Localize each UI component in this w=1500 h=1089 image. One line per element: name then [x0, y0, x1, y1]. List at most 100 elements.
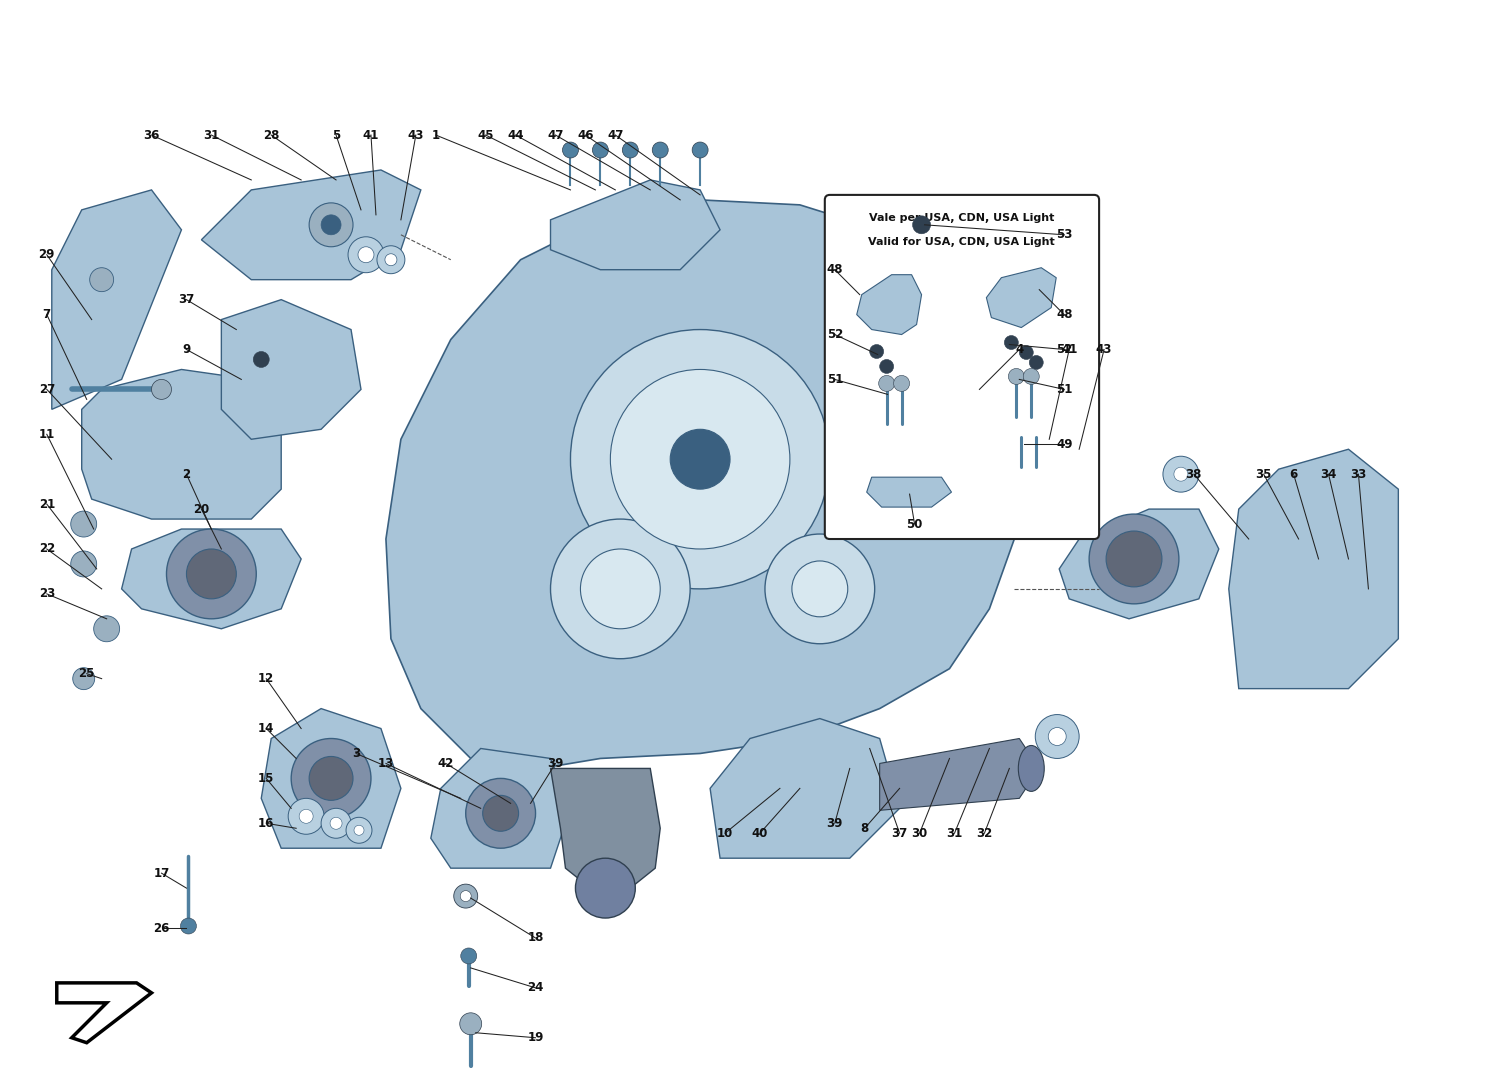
Text: 47: 47 — [548, 129, 564, 142]
Text: 23: 23 — [39, 587, 56, 600]
Text: 50: 50 — [906, 517, 922, 530]
Text: 24: 24 — [528, 981, 543, 994]
Text: 15: 15 — [258, 772, 274, 785]
Text: 17: 17 — [153, 867, 170, 880]
Text: 53: 53 — [1056, 229, 1072, 242]
Text: 36: 36 — [144, 129, 159, 142]
Text: 32: 32 — [976, 827, 993, 840]
Circle shape — [309, 203, 352, 247]
Text: 38: 38 — [1185, 467, 1202, 480]
Circle shape — [90, 268, 114, 292]
Text: 29: 29 — [39, 248, 56, 261]
Circle shape — [152, 379, 171, 400]
Text: 12: 12 — [258, 672, 274, 685]
Circle shape — [792, 561, 847, 616]
Polygon shape — [1059, 509, 1220, 619]
Circle shape — [1020, 345, 1034, 359]
Circle shape — [1174, 467, 1188, 481]
Text: 47: 47 — [608, 129, 624, 142]
Text: 11: 11 — [39, 428, 56, 441]
Circle shape — [298, 809, 314, 823]
Text: 31: 31 — [946, 827, 963, 840]
Circle shape — [321, 808, 351, 839]
Text: 6: 6 — [1290, 467, 1298, 480]
Circle shape — [180, 918, 196, 934]
Polygon shape — [550, 180, 720, 270]
Text: 10: 10 — [717, 827, 734, 840]
Circle shape — [386, 254, 398, 266]
Text: 43: 43 — [1096, 343, 1113, 356]
FancyBboxPatch shape — [825, 195, 1100, 539]
Circle shape — [580, 549, 660, 628]
Text: 51: 51 — [1056, 383, 1072, 396]
Text: 30: 30 — [912, 827, 927, 840]
Circle shape — [610, 369, 791, 549]
Text: 1: 1 — [432, 129, 439, 142]
Text: 48: 48 — [827, 264, 843, 277]
Polygon shape — [1228, 450, 1398, 688]
Polygon shape — [222, 299, 362, 439]
Text: 48: 48 — [1056, 308, 1072, 321]
Text: 28: 28 — [262, 129, 279, 142]
Circle shape — [309, 757, 352, 800]
Text: 18: 18 — [528, 931, 543, 944]
Circle shape — [1023, 368, 1040, 384]
Text: 52: 52 — [1056, 343, 1072, 356]
Text: 5: 5 — [332, 129, 340, 142]
Polygon shape — [201, 170, 422, 280]
Text: 37: 37 — [178, 293, 195, 306]
Circle shape — [879, 376, 894, 391]
Circle shape — [354, 825, 364, 835]
Circle shape — [330, 818, 342, 829]
Text: 52: 52 — [827, 328, 843, 341]
Text: 2: 2 — [183, 467, 190, 480]
Circle shape — [70, 511, 96, 537]
Circle shape — [291, 738, 370, 818]
Text: Vale per USA, CDN, USA Light: Vale per USA, CDN, USA Light — [868, 212, 1054, 223]
Text: 37: 37 — [891, 827, 908, 840]
Circle shape — [622, 142, 639, 158]
Circle shape — [376, 246, 405, 273]
Text: 14: 14 — [258, 722, 274, 735]
Circle shape — [348, 236, 384, 272]
Text: 51: 51 — [827, 372, 843, 386]
Ellipse shape — [1019, 746, 1044, 792]
Circle shape — [465, 779, 536, 848]
Text: Valid for USA, CDN, USA Light: Valid for USA, CDN, USA Light — [868, 236, 1054, 247]
Text: 49: 49 — [1056, 438, 1072, 451]
Circle shape — [321, 215, 340, 235]
Text: 46: 46 — [578, 129, 594, 142]
Text: 20: 20 — [194, 503, 210, 515]
Text: 13: 13 — [378, 757, 394, 770]
Circle shape — [288, 798, 324, 834]
Text: 44: 44 — [507, 129, 524, 142]
Circle shape — [592, 142, 609, 158]
Text: 31: 31 — [204, 129, 219, 142]
Text: 7: 7 — [42, 308, 51, 321]
Polygon shape — [53, 189, 182, 409]
Polygon shape — [57, 983, 152, 1043]
Circle shape — [70, 551, 96, 577]
Circle shape — [550, 519, 690, 659]
Circle shape — [254, 352, 268, 367]
Text: 43: 43 — [408, 129, 424, 142]
Text: 27: 27 — [39, 383, 56, 396]
Text: 22: 22 — [39, 542, 56, 555]
Text: 34: 34 — [1320, 467, 1336, 480]
Text: 39: 39 — [827, 817, 843, 830]
Polygon shape — [856, 274, 921, 334]
Circle shape — [1029, 355, 1044, 369]
Text: 45: 45 — [477, 129, 494, 142]
Circle shape — [459, 1013, 482, 1035]
Circle shape — [1005, 335, 1019, 350]
Polygon shape — [710, 719, 900, 858]
Text: 9: 9 — [183, 343, 190, 356]
Text: 3: 3 — [352, 747, 360, 760]
Circle shape — [765, 534, 874, 644]
Circle shape — [870, 344, 883, 358]
Text: 39: 39 — [548, 757, 564, 770]
Circle shape — [1089, 514, 1179, 603]
Circle shape — [692, 142, 708, 158]
Text: 41: 41 — [1060, 343, 1077, 356]
Polygon shape — [430, 748, 570, 868]
